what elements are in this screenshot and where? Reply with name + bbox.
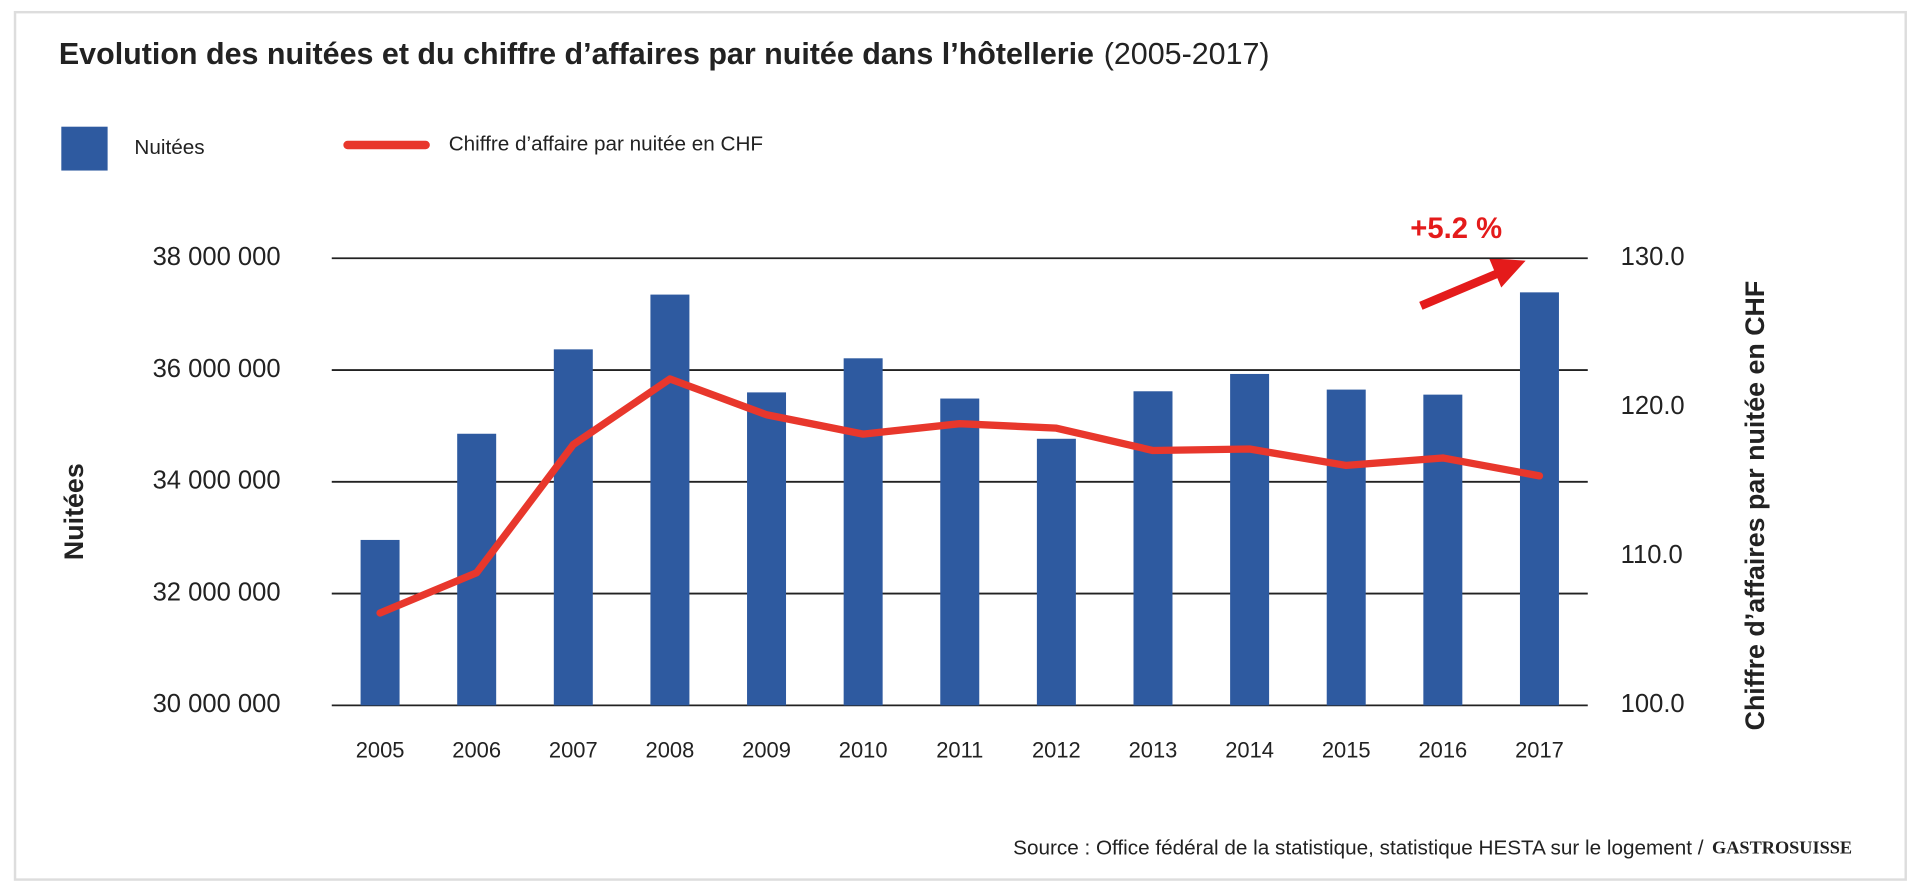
- bar: [747, 392, 787, 706]
- x-tick-label: 2010: [839, 737, 888, 762]
- y2-tick-label: 120.0: [1621, 392, 1685, 420]
- line: [376, 375, 1544, 617]
- legend-label: Chiffre d’affaire par nuitée en CHF: [449, 132, 763, 155]
- x-tick-label: 2007: [549, 737, 598, 762]
- y-tick-label: 38 000 000: [153, 243, 281, 271]
- bar: [1423, 394, 1463, 706]
- title: Evolution des nuitées et du chiffre d’af…: [59, 37, 1094, 71]
- x-tick-label: 2006: [452, 737, 501, 762]
- annotation-arrow: [1419, 258, 1526, 310]
- y-tick-label: 32 000 000: [153, 578, 281, 606]
- x-tick-label: 2017: [1515, 737, 1564, 762]
- y2-tick-label: 130.0: [1621, 243, 1685, 271]
- arrow-shaft: [1419, 268, 1501, 310]
- y-axis-title: Nuitées: [59, 463, 89, 560]
- bar: [940, 398, 980, 706]
- x-tick-label: 2012: [1032, 737, 1081, 762]
- x-tick-label: 2005: [356, 737, 405, 762]
- y-tick-label: 30 000 000: [153, 690, 281, 718]
- x-tick-label: 2015: [1322, 737, 1371, 762]
- annotation: +5.2 %: [1410, 213, 1502, 245]
- y2-tick-label: 100.0: [1621, 690, 1685, 718]
- y2-tick-label: 110.0: [1621, 541, 1683, 569]
- x-tick-label: 2014: [1225, 737, 1274, 762]
- x-tick-label: 2011: [936, 737, 983, 762]
- bar: [1133, 391, 1173, 706]
- y-tick-label: 36 000 000: [153, 355, 281, 383]
- bar: [843, 358, 883, 706]
- logo: GASTROSUISSE: [1712, 837, 1852, 857]
- x-tick-label: 2013: [1129, 737, 1178, 762]
- x-tick-label: 2016: [1418, 737, 1467, 762]
- bar: [1036, 438, 1076, 706]
- y-tick-label: 34 000 000: [153, 467, 281, 495]
- x-tick-label: 2008: [646, 737, 695, 762]
- bar: [650, 294, 690, 706]
- bar: [360, 539, 400, 706]
- y2-axis-title: Chiffre d’affaires par nuitée en CHF: [1740, 281, 1770, 731]
- legend-swatch-bar: [61, 126, 108, 171]
- arrow-head: [1489, 258, 1526, 288]
- bar: [1326, 389, 1366, 706]
- subtitle: (2005-2017): [1104, 37, 1270, 71]
- chart-title: Evolution des nuitées et du chiffre d’af…: [59, 37, 1270, 71]
- bar: [1230, 373, 1270, 706]
- x-tick-label: 2009: [742, 737, 791, 762]
- bar: [553, 349, 593, 706]
- source: Source : Office fédéral de la statistiqu…: [1013, 837, 1704, 860]
- legend-label: Nuitées: [134, 136, 204, 159]
- bar: [1519, 292, 1559, 706]
